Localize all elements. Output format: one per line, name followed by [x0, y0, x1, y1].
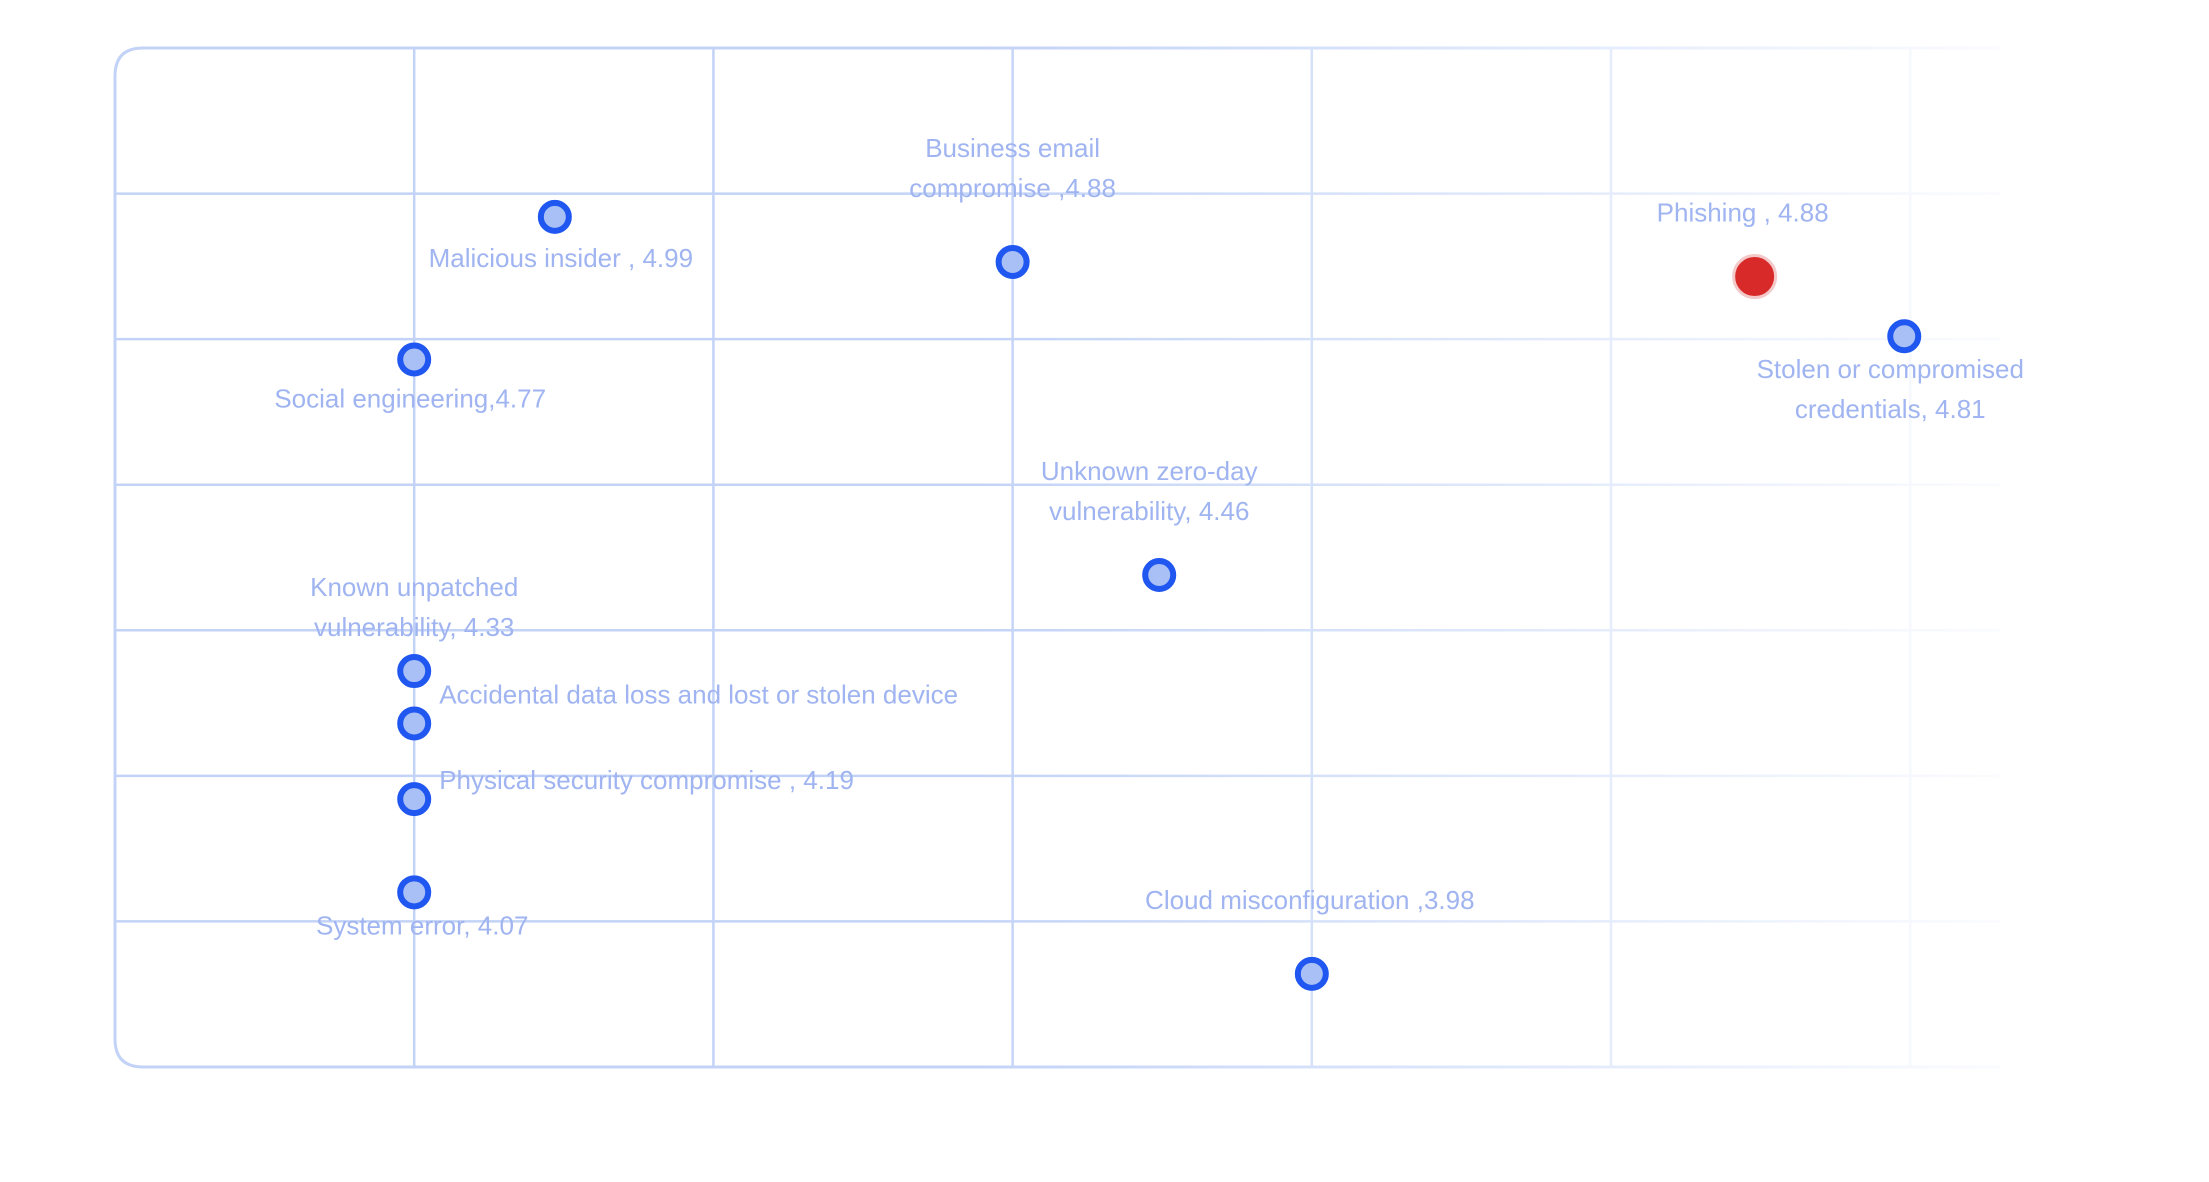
point-label-line: Known unpatched	[310, 572, 518, 602]
point-label-line: Phishing , 4.88	[1657, 198, 1829, 228]
data-point	[397, 706, 432, 741]
data-points	[397, 199, 1922, 991]
point-label-line: Physical security compromise , 4.19	[439, 765, 854, 795]
data-point	[537, 199, 572, 234]
point-label: System error, 4.07	[316, 910, 528, 940]
point-label: Physical security compromise , 4.19	[439, 765, 854, 795]
data-point	[995, 244, 1030, 279]
point-label-line: compromise ,4.88	[909, 173, 1116, 203]
point-label: Cloud misconfiguration ,3.98	[1145, 885, 1475, 915]
point-label-line: Business email	[925, 133, 1100, 163]
data-point	[397, 875, 432, 910]
data-point	[397, 342, 432, 377]
point-label: Accidental data loss and lost or stolen …	[439, 679, 958, 709]
data-point	[397, 654, 432, 689]
point-label-line: credentials, 4.81	[1795, 394, 1986, 424]
point-labels: Malicious insider , 4.99 Business email co…	[274, 133, 2024, 940]
point-label: Known unpatched vulnerability, 4.33	[310, 572, 518, 642]
data-point	[1887, 319, 1922, 354]
point-label-line: Cloud misconfiguration ,3.98	[1145, 885, 1475, 915]
point-label-line: System error, 4.07	[316, 910, 528, 940]
point-label-line: Malicious insider , 4.99	[429, 243, 693, 273]
point-label-line: Stolen or compromised	[1757, 354, 2024, 384]
point-label-line: Social engineering,4.77	[274, 384, 546, 414]
data-point	[1142, 557, 1177, 592]
point-label-line: vulnerability, 4.46	[1049, 496, 1249, 526]
point-label: Social engineering,4.77	[274, 384, 546, 414]
point-label-line: vulnerability, 4.33	[314, 612, 514, 642]
point-label: Stolen or compromised credentials, 4.81	[1757, 354, 2024, 424]
point-label-line: Accidental data loss and lost or stolen …	[439, 679, 958, 709]
grid-fade-overlay	[110, 40, 2030, 1080]
point-label: Unknown zero-day vulnerability, 4.46	[1041, 456, 1258, 526]
point-label: Phishing , 4.88	[1657, 198, 1829, 228]
data-point	[1294, 956, 1329, 991]
point-label: Malicious insider , 4.99	[429, 243, 693, 273]
point-label-line: Unknown zero-day	[1041, 456, 1258, 486]
data-point-highlight	[1732, 254, 1778, 300]
data-point	[397, 782, 432, 817]
point-label: Business email compromise ,4.88	[909, 133, 1116, 203]
